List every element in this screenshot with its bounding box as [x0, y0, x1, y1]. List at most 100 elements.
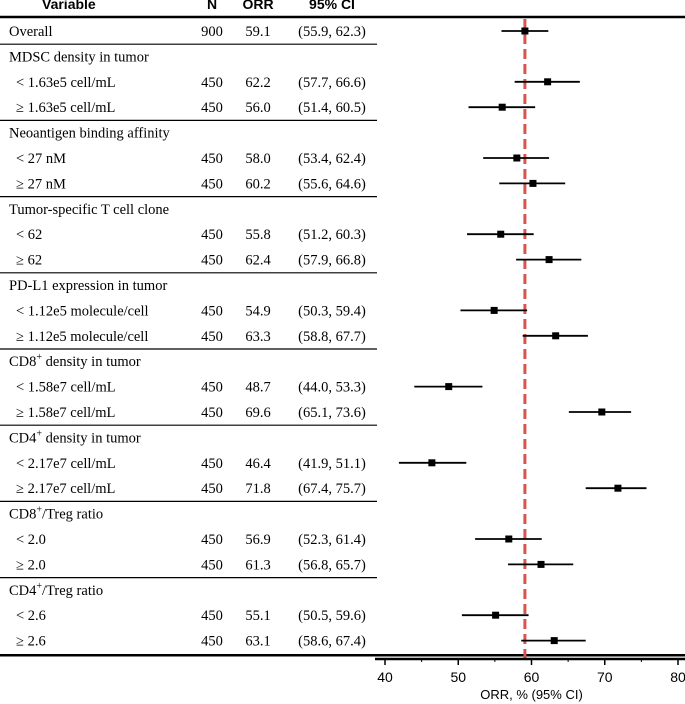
row-label: ≥ 1.12e5 molecule/cell [16, 329, 148, 345]
row-label: ≥ 2.6 [16, 634, 46, 650]
table-row: < 1.12e5 molecule/cell 450 54.9 (50.3, 59.4… [16, 303, 366, 319]
point-estimate [537, 560, 545, 568]
point-estimate [498, 103, 506, 111]
table-row: ≥ 2.6 450 63.1 (58.6, 67.4) [16, 634, 366, 650]
row-n: 450 [201, 100, 223, 116]
point-estimate [529, 179, 537, 187]
table-header: Variable N ORR 95% CI [42, 0, 355, 12]
group-row: PD-L1 expression in tumor [9, 278, 167, 294]
table-row: < 1.58e7 cell/mL 450 48.7 (44.0, 53.3) [16, 380, 366, 396]
row-orr: 54.9 [245, 303, 270, 319]
table-row: ≥ 1.12e5 molecule/cell 450 63.3 (58.8, 67.7… [16, 329, 366, 345]
row-ci: (51.2, 60.3) [298, 227, 366, 243]
row-label: < 27 nM [16, 151, 66, 167]
row-orr: 60.2 [245, 176, 270, 192]
row-label: Overall [9, 24, 52, 40]
row-label: ≥ 1.58e7 cell/mL [16, 405, 115, 421]
row-orr: 55.1 [245, 608, 270, 624]
table-row: < 27 nM 450 58.0 (53.4, 62.4) [16, 151, 366, 167]
table-row: ≥ 1.63e5 cell/mL 450 56.0 (51.4, 60.5) [16, 100, 366, 116]
row-ci: (51.4, 60.5) [298, 100, 366, 116]
x-tick-label: 60 [524, 669, 540, 685]
row-ci: (41.9, 51.1) [298, 456, 366, 472]
point-estimate [521, 27, 529, 35]
x-tick-label: 40 [377, 669, 393, 685]
point-estimate [545, 256, 553, 264]
point-estimate [428, 459, 436, 467]
table-row: ≥ 27 nM 450 60.2 (55.6, 64.6) [16, 176, 366, 192]
row-ci: (58.8, 67.7) [298, 329, 366, 345]
row-ci: (58.6, 67.4) [298, 634, 366, 650]
row-orr: 55.8 [245, 227, 270, 243]
row-n: 450 [201, 532, 223, 548]
point-estimate [505, 535, 513, 543]
row-n: 450 [201, 176, 223, 192]
row-ci: (65.1, 73.6) [298, 405, 366, 421]
row-n: 450 [201, 329, 223, 345]
row-ci: (53.4, 62.4) [298, 151, 366, 167]
group-label: CD8+ density in tumor [9, 352, 141, 370]
row-label: < 62 [16, 227, 42, 243]
group-label: MDSC density in tumor [9, 49, 149, 65]
header-variable: Variable [42, 0, 96, 12]
row-orr: 63.1 [245, 634, 270, 650]
row-label: ≥ 27 nM [16, 176, 66, 192]
table-row: < 2.6 450 55.1 (50.5, 59.6) [16, 608, 366, 624]
group-label: PD-L1 expression in tumor [9, 278, 167, 294]
row-n: 450 [201, 303, 223, 319]
x-tick-label: 50 [450, 669, 466, 685]
row-ci: (67.4, 75.7) [298, 481, 366, 497]
row-ci: (56.8, 65.7) [298, 557, 366, 573]
row-ci: (57.9, 66.8) [298, 253, 366, 269]
row-orr: 61.3 [245, 557, 270, 573]
row-label: < 1.63e5 cell/mL [16, 75, 116, 91]
row-label: ≥ 2.17e7 cell/mL [16, 481, 115, 497]
row-orr: 48.7 [245, 380, 270, 396]
row-orr: 58.0 [245, 151, 270, 167]
point-estimate [614, 484, 622, 492]
x-axis-label: ORR, % (95% CI) [480, 687, 583, 702]
table-row: < 1.63e5 cell/mL 450 62.2 (57.7, 66.6) [16, 75, 366, 91]
group-label: Tumor-specific T cell clone [9, 202, 169, 218]
row-ci: (55.9, 62.3) [298, 24, 366, 40]
row-n: 450 [201, 151, 223, 167]
row-n: 450 [201, 405, 223, 421]
row-n: 450 [201, 380, 223, 396]
table-row: ≥ 1.58e7 cell/mL 450 69.6 (65.1, 73.6) [16, 405, 366, 421]
table-row: < 2.17e7 cell/mL 450 46.4 (41.9, 51.1) [16, 456, 366, 472]
row-orr: 71.8 [245, 481, 270, 497]
row-n: 450 [201, 608, 223, 624]
point-estimate [445, 383, 453, 391]
row-ci: (55.6, 64.6) [298, 176, 366, 192]
point-estimate [490, 306, 498, 314]
row-orr: 56.9 [245, 532, 270, 548]
group-row: MDSC density in tumor [9, 49, 149, 65]
row-n: 900 [201, 24, 223, 40]
group-row: CD8+/Treg ratio [9, 505, 103, 523]
group-label: CD8+/Treg ratio [9, 505, 103, 523]
table-row: < 2.0 450 56.9 (52.3, 61.4) [16, 532, 366, 548]
row-n: 450 [201, 456, 223, 472]
group-row: CD8+ density in tumor [9, 352, 141, 370]
point-estimate [492, 611, 500, 619]
row-orr: 62.4 [245, 253, 271, 269]
row-label: ≥ 62 [16, 253, 42, 269]
header-n: N [207, 0, 217, 12]
row-ci: (44.0, 53.3) [298, 380, 366, 396]
row-label: < 2.17e7 cell/mL [16, 456, 116, 472]
row-ci: (50.3, 59.4) [298, 303, 366, 319]
row-orr: 63.3 [245, 329, 270, 345]
group-row: CD4+/Treg ratio [9, 581, 103, 599]
plot-marks [398, 27, 647, 645]
row-ci: (57.7, 66.6) [298, 75, 366, 91]
row-label: ≥ 1.63e5 cell/mL [16, 100, 115, 116]
row-n: 450 [201, 227, 223, 243]
group-row: Tumor-specific T cell clone [9, 202, 169, 218]
point-estimate [550, 637, 558, 645]
table-row: ≥ 62 450 62.4 (57.9, 66.8) [16, 253, 366, 269]
row-n: 450 [201, 253, 223, 269]
x-axis: ORR, % (95% CI) 40 50 60 70 80 [375, 657, 685, 702]
row-n: 450 [201, 634, 223, 650]
header-orr: ORR [242, 0, 273, 12]
